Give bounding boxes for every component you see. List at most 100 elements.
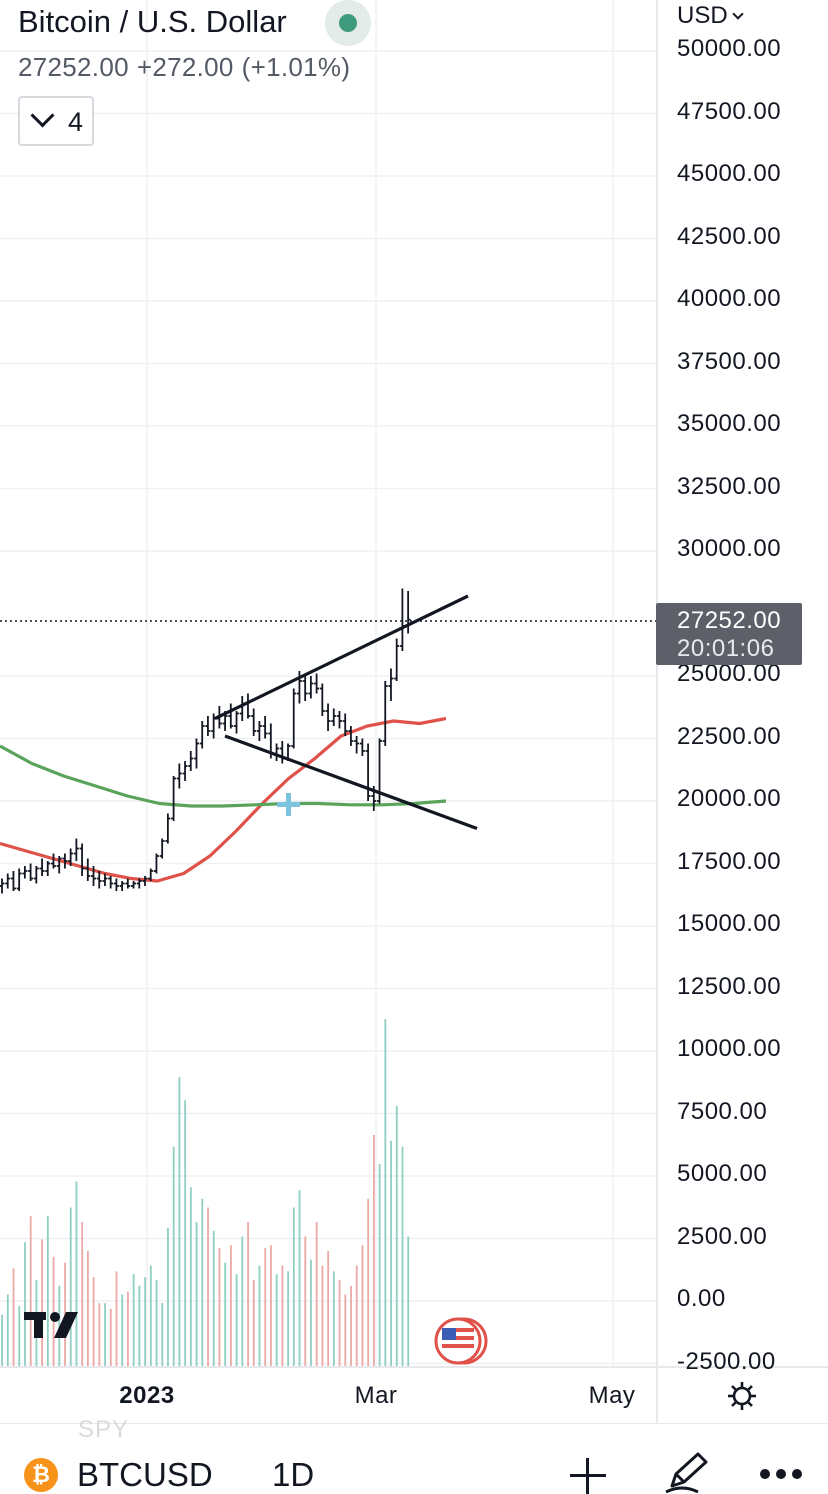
volume-bar bbox=[212, 1230, 215, 1367]
ohlc-bar bbox=[119, 881, 125, 891]
crosshair-marker bbox=[277, 793, 300, 816]
price-axis-label: 42500.00 bbox=[677, 222, 782, 250]
volume-bar bbox=[367, 1198, 370, 1367]
volume-bar bbox=[121, 1294, 124, 1367]
price-change-percent: (+1.01%) bbox=[241, 52, 351, 82]
moving-average-red bbox=[0, 716, 447, 883]
volume-bar bbox=[390, 1140, 392, 1367]
ohlc-bar bbox=[91, 866, 97, 886]
ohlc-bar bbox=[148, 868, 154, 881]
time-axis-label: 2023 bbox=[119, 1382, 175, 1409]
volume-bar bbox=[24, 1242, 26, 1367]
price-axis-label: 47500.00 bbox=[677, 97, 782, 125]
ohlc-bar bbox=[205, 716, 211, 736]
ohlc-bar bbox=[16, 868, 22, 891]
ohlc-bar bbox=[262, 716, 268, 739]
tradingview-logo[interactable] bbox=[24, 1308, 86, 1342]
ohlc-bar bbox=[22, 866, 28, 879]
price-axis-label: 32500.00 bbox=[677, 472, 782, 500]
ohlc-bar bbox=[96, 871, 102, 889]
volume-bar bbox=[149, 1265, 152, 1367]
pencil-icon[interactable] bbox=[662, 1450, 710, 1493]
volume-bar bbox=[46, 1216, 49, 1367]
currency-label: USD bbox=[677, 2, 728, 29]
price-summary: 27252.00 +272.00 (+1.01%) bbox=[18, 52, 358, 83]
volume-bar bbox=[338, 1280, 341, 1367]
symbol-button[interactable]: BTCUSD bbox=[77, 1456, 213, 1493]
indicators-toggle-button[interactable]: 4 bbox=[18, 96, 94, 146]
ohlc-bar bbox=[5, 873, 11, 889]
time-axis-label: Mar bbox=[354, 1382, 398, 1409]
volume-bar bbox=[247, 1222, 249, 1367]
volume-bar bbox=[69, 1207, 72, 1367]
ohlc-bar bbox=[199, 721, 205, 749]
ohlc-bar bbox=[308, 676, 314, 699]
volume-bar bbox=[344, 1294, 347, 1367]
gear-icon[interactable] bbox=[726, 1380, 758, 1412]
ohlc-bar bbox=[342, 713, 348, 736]
us-flag-icon[interactable] bbox=[434, 1317, 488, 1365]
ohlc-bar bbox=[153, 853, 159, 874]
lower-trendline[interactable] bbox=[224, 734, 478, 831]
price-axis-label: 37500.00 bbox=[677, 347, 782, 375]
ohlc-bar bbox=[79, 843, 85, 876]
volume-bar bbox=[58, 1285, 61, 1367]
currency-selector[interactable]: USD bbox=[677, 2, 744, 30]
volume-bar bbox=[315, 1222, 318, 1367]
volume-bar bbox=[218, 1248, 221, 1367]
price-axis-label: 35000.00 bbox=[677, 410, 782, 437]
volume-bar bbox=[132, 1274, 135, 1367]
price-axis-label: 10000.00 bbox=[677, 1035, 782, 1062]
price-axis-label: 30000.00 bbox=[677, 535, 782, 562]
live-dot-icon bbox=[339, 14, 357, 32]
volume-bar bbox=[201, 1198, 204, 1367]
volume-bar bbox=[230, 1245, 232, 1367]
last-price: 27252.00 bbox=[18, 52, 129, 82]
volume-bar bbox=[310, 1259, 312, 1367]
plus-icon[interactable] bbox=[570, 1458, 606, 1494]
current-price-label: 27252.00 bbox=[677, 607, 782, 634]
indicator-count: 4 bbox=[68, 107, 84, 137]
volume-bar bbox=[275, 1274, 278, 1367]
ghost-symbol: SPY bbox=[78, 1416, 130, 1443]
volume-bar bbox=[378, 1164, 381, 1367]
price-change: +272.00 bbox=[136, 52, 234, 82]
volume-bar bbox=[178, 1077, 181, 1367]
ohlc-bar bbox=[193, 738, 199, 769]
ohlc-bar bbox=[108, 876, 114, 889]
volume-bar bbox=[287, 1271, 289, 1367]
volume-bar bbox=[264, 1248, 267, 1367]
volume-bar bbox=[281, 1265, 284, 1367]
volume-bar bbox=[361, 1245, 364, 1367]
ohlc-bar bbox=[365, 743, 371, 801]
price-axis-label: 5000.00 bbox=[677, 1160, 768, 1187]
time-axis-label: May bbox=[588, 1382, 636, 1409]
ohlc-bar bbox=[0, 878, 5, 894]
ohlc-bar bbox=[302, 673, 308, 701]
ohlc-bar bbox=[62, 853, 68, 869]
volume-bar bbox=[235, 1274, 238, 1367]
symbol-title[interactable]: Bitcoin / U.S. Dollar bbox=[18, 4, 287, 39]
volume-bar bbox=[144, 1277, 146, 1367]
volume-bar bbox=[29, 1216, 32, 1367]
volume-bar bbox=[161, 1303, 164, 1367]
ohlc-bar bbox=[348, 726, 354, 746]
upper-trendline[interactable] bbox=[214, 594, 469, 720]
ohlc-bar bbox=[245, 693, 251, 719]
ohlc-bar bbox=[165, 813, 171, 844]
ohlc-bar bbox=[39, 858, 45, 876]
volume-bar bbox=[195, 1222, 198, 1367]
interval-button[interactable]: 1D bbox=[272, 1456, 315, 1493]
ohlc-bar bbox=[176, 763, 182, 789]
volume-bar bbox=[304, 1236, 307, 1367]
volume-bar bbox=[115, 1271, 118, 1367]
ohlc-bar bbox=[50, 853, 56, 869]
market-status-indicator[interactable] bbox=[325, 0, 371, 46]
price-axis-label: 15000.00 bbox=[677, 910, 782, 937]
ohlc-bar bbox=[136, 878, 142, 889]
trendlines[interactable] bbox=[214, 594, 478, 831]
volume-bar bbox=[350, 1285, 352, 1367]
volume-bar bbox=[6, 1294, 9, 1367]
more-icon[interactable] bbox=[760, 1467, 802, 1481]
